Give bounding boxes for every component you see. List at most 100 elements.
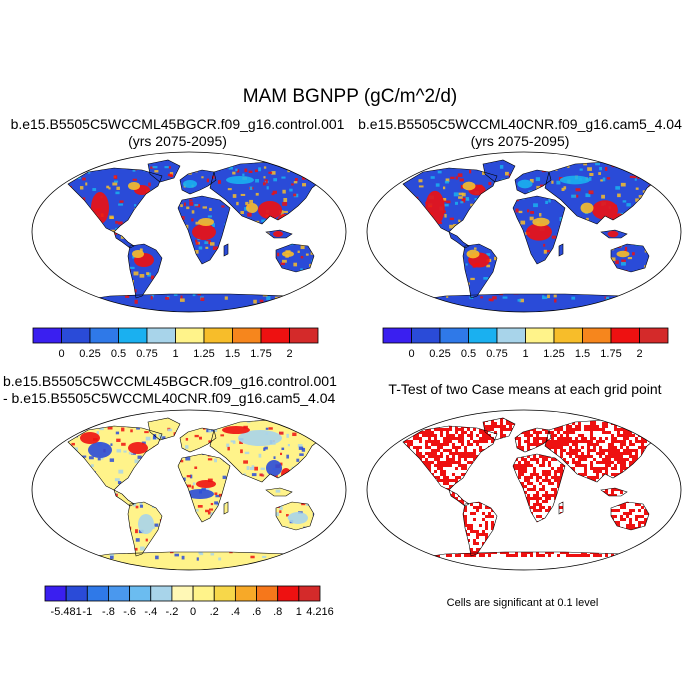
- colorbar-tick-label: 1.75: [250, 348, 271, 360]
- colorbar-tick-label: 1: [296, 606, 302, 618]
- colorbar-swatch: [411, 327, 441, 344]
- colorbar-swatch: [213, 585, 236, 602]
- coastline-greenland: [482, 417, 516, 441]
- colorbar-swatch: [234, 585, 257, 602]
- colorbar-tick-label: 0.75: [486, 348, 507, 360]
- coastline-indonesia: [600, 487, 628, 497]
- coastline-europe: [179, 169, 217, 195]
- colorbar-swatch: [86, 585, 109, 602]
- colorbar-swatch: [289, 327, 319, 344]
- colorbar-swatch: [61, 327, 91, 344]
- colorbar-swatch: [639, 327, 669, 344]
- top-right-title-line1: b.e15.B5505C5WCCML40CNR.f09_g16.cam5_4.0…: [358, 116, 682, 132]
- colorbar-swatch: [298, 585, 321, 602]
- colorbar-tick-label: -.6: [123, 606, 136, 618]
- coastline-southAmerica: [127, 501, 163, 557]
- coastline-indonesia: [265, 487, 293, 497]
- colorbar-tick-label: 1.25: [193, 348, 214, 360]
- colorbar-swatch: [146, 327, 176, 344]
- coastline-madagascar: [223, 501, 229, 515]
- colorbar-tick-label: 0.25: [79, 348, 100, 360]
- colorbar-tick-label: 0: [408, 348, 414, 360]
- colorbar-tick-label: 1.25: [543, 348, 564, 360]
- coastline-centralAmerica: [113, 231, 135, 249]
- coastline-southAmerica: [127, 243, 163, 299]
- colorbar-swatch: [277, 585, 300, 602]
- colorbar-tick-label: 0: [190, 606, 196, 618]
- coastline-australia: [610, 243, 650, 273]
- coastline-northAmerica: [402, 167, 498, 233]
- colorbar-tick-label: .4: [231, 606, 240, 618]
- map-border: [31, 409, 347, 571]
- colorbar-tick-label: -.2: [166, 606, 179, 618]
- top-right-title-line2: (yrs 2075-2095): [470, 133, 570, 149]
- colorbar-tick-label: 1: [172, 348, 178, 360]
- main-title: MAM BGNPP (gC/m^2/d): [242, 86, 458, 107]
- colorbar-tick-label: .6: [252, 606, 261, 618]
- colorbar-swatch: [44, 585, 67, 602]
- colorbar-tick-label: 0: [58, 348, 64, 360]
- colorbar-swatch: [108, 585, 131, 602]
- bottom-right-map: [366, 409, 682, 571]
- colorbar-swatch: [525, 327, 555, 344]
- bottom-left-title-line2: - b.e15.B5505C5WCCML40CNR.f09_g16.cam5_4…: [3, 390, 336, 406]
- coastline-madagascar: [223, 243, 229, 257]
- top-left-panel-title: b.e15.B5505C5WCCML45BGCR.f09_g16.control…: [0, 116, 355, 150]
- colorbar-swatch: [382, 327, 412, 344]
- coastline-australia: [275, 243, 315, 273]
- bottom-left-map: [31, 409, 347, 571]
- coastline-madagascar: [558, 501, 564, 515]
- colorbar-tick-label: -.4: [144, 606, 157, 618]
- colorbar-tick-label: 0.5: [111, 348, 126, 360]
- coastline-northAmerica: [67, 425, 163, 491]
- colorbar-swatch: [439, 327, 469, 344]
- coastline-madagascar: [558, 243, 564, 257]
- colorbar-swatch: [232, 327, 262, 344]
- colorbar-tick-label: .2: [210, 606, 219, 618]
- coastline-africa: [512, 195, 566, 265]
- colorbar-swatch: [175, 327, 205, 344]
- coastline-indonesia: [600, 229, 628, 239]
- coastline-europe: [179, 427, 217, 453]
- coastline-northAmerica: [402, 425, 498, 491]
- colorbar-swatch: [203, 327, 233, 344]
- coastline-southAmerica: [462, 243, 498, 299]
- colorbar-swatch: [553, 327, 583, 344]
- colorbar-swatch: [582, 327, 612, 344]
- coastline-centralAmerica: [448, 489, 470, 507]
- bottom-left-title-line1: b.e15.B5505C5WCCML45BGCR.f09_g16.control…: [3, 373, 337, 389]
- colorbar-swatch: [192, 585, 215, 602]
- colorbar-swatch: [118, 327, 148, 344]
- bottom-left-colorbar: -5.481 -1 -.8 -.6 -.4 -.2 0 .2 .4 .6 .8 1 4.216: [44, 585, 334, 618]
- coastline-southAmerica: [462, 501, 498, 557]
- bottom-left-panel-title: b.e15.B5505C5WCCML45BGCR.f09_g16.control…: [3, 373, 355, 407]
- top-left-colorbar: 0 0.25 0.5 0.75 1 1.25 1.5 1.75 2: [32, 327, 319, 360]
- colorbar-swatch: [89, 327, 119, 344]
- colorbar-swatch: [496, 327, 526, 344]
- coastline-indonesia: [265, 229, 293, 239]
- colorbar-swatch: [260, 327, 290, 344]
- coastline-australia: [275, 501, 315, 531]
- colorbar-swatch: [256, 585, 279, 602]
- coastline-europe: [514, 169, 552, 195]
- coastline-northAmerica: [67, 167, 163, 233]
- colorbar-tick-label: -5.481: [51, 606, 82, 618]
- colorbar-tick-label: 0.5: [461, 348, 476, 360]
- top-right-colorbar: 0 0.25 0.5 0.75 1 1.25 1.5 1.75 2: [382, 327, 669, 360]
- bottom-right-panel-title: T-Test of two Case means at each grid po…: [350, 381, 700, 398]
- top-right-panel-title: b.e15.B5505C5WCCML40CNR.f09_g16.cam5_4.0…: [340, 116, 700, 150]
- coastline-greenland: [147, 417, 181, 441]
- coastline-centralAmerica: [448, 231, 470, 249]
- colorbar-tick-label: 1: [522, 348, 528, 360]
- colorbar-tick-label: 1.5: [575, 348, 590, 360]
- coastline-australia: [610, 501, 650, 531]
- colorbar-swatch: [32, 327, 62, 344]
- top-left-map: [31, 151, 347, 313]
- colorbar-tick-label: -.8: [102, 606, 115, 618]
- colorbar-tick-label: 1.75: [600, 348, 621, 360]
- coastline-africa: [177, 453, 231, 523]
- coastline-centralAmerica: [113, 489, 135, 507]
- colorbar-tick-label: 0.25: [429, 348, 450, 360]
- map-border: [366, 151, 682, 313]
- colorbar-tick-label: 0.75: [136, 348, 157, 360]
